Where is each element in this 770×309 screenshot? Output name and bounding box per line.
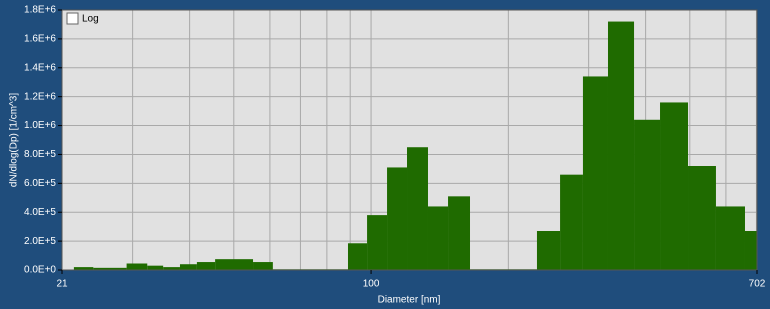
bar xyxy=(560,174,583,270)
bar xyxy=(536,231,561,270)
bar xyxy=(347,243,368,270)
checkbox-label[interactable]: Log xyxy=(82,14,99,25)
bar xyxy=(93,267,127,270)
bar xyxy=(607,21,635,270)
x-tick-label: 21 xyxy=(56,279,68,290)
y-tick-label: 1.8E+6 xyxy=(24,5,56,16)
bar xyxy=(196,262,216,270)
bar xyxy=(688,166,716,270)
bar xyxy=(73,267,94,270)
bar xyxy=(367,215,388,270)
bar xyxy=(427,206,449,270)
y-tick-label: 1.0E+6 xyxy=(24,120,56,131)
y-tick-label: 1.2E+6 xyxy=(24,91,56,102)
x-tick-label: 702 xyxy=(749,279,766,290)
bar xyxy=(163,267,180,270)
y-axis-label: dN/dlog(Dp) [1/cm^3] xyxy=(9,93,20,187)
bar xyxy=(407,147,428,270)
bar xyxy=(147,265,164,270)
bar xyxy=(582,76,608,270)
bar xyxy=(253,262,273,270)
checkbox[interactable] xyxy=(66,12,79,25)
bar xyxy=(715,206,745,270)
bar xyxy=(126,263,148,270)
bar xyxy=(634,119,661,271)
y-tick-label: 0.0E+0 xyxy=(24,265,56,276)
bar xyxy=(660,102,689,270)
x-axis-label: Diameter [nm] xyxy=(378,295,441,306)
y-tick-label: 4.0E+5 xyxy=(24,207,56,218)
bar xyxy=(179,264,197,270)
log-toggle[interactable]: Log xyxy=(66,12,99,25)
bar xyxy=(448,196,471,270)
bars xyxy=(73,21,757,271)
y-tick-label: 1.4E+6 xyxy=(24,62,56,73)
bar xyxy=(744,231,757,270)
y-tick-label: 1.6E+6 xyxy=(24,34,56,45)
bar xyxy=(215,259,254,270)
x-tick-label: 100 xyxy=(363,279,380,290)
bar xyxy=(387,167,408,270)
y-tick-label: 2.0E+5 xyxy=(24,236,56,247)
y-tick-label: 8.0E+5 xyxy=(24,149,56,160)
y-tick-label: 6.0E+5 xyxy=(24,178,56,189)
plot-frame xyxy=(61,9,758,271)
